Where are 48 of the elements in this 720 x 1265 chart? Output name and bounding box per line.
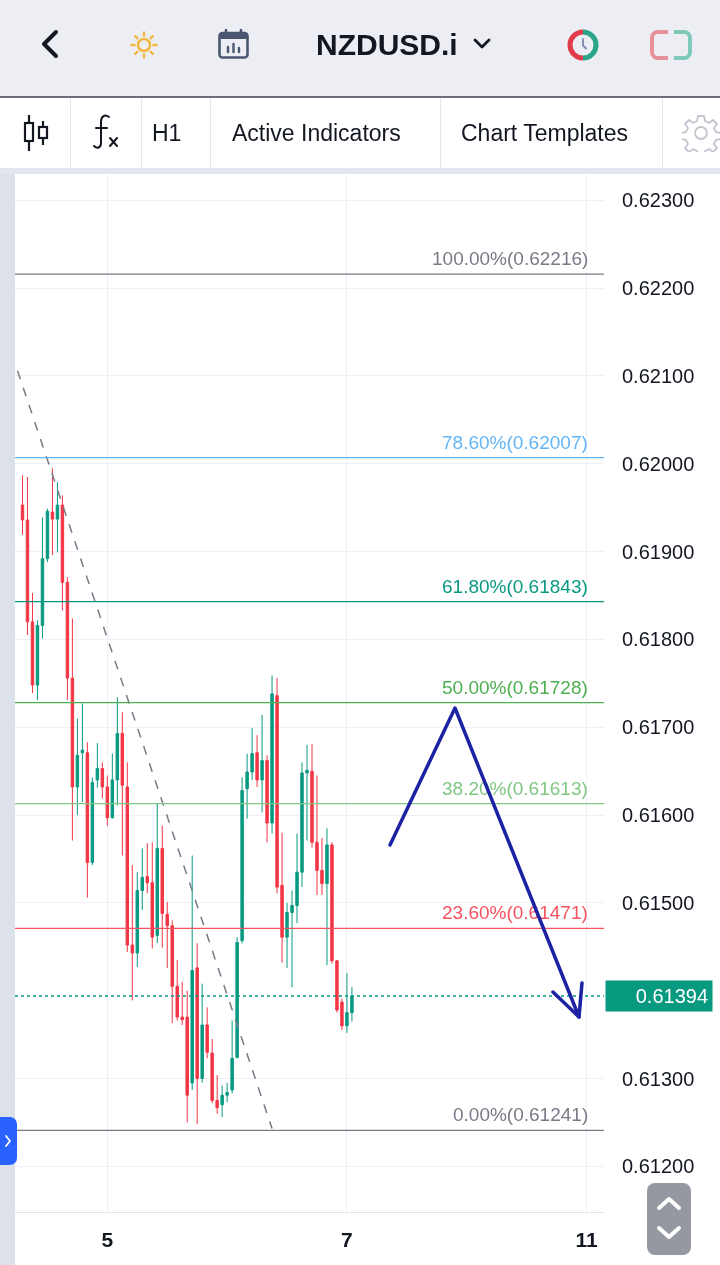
- y-tick-label: 0.62200: [622, 277, 695, 300]
- ref-line-label: 78.60%(0.62007): [442, 432, 588, 453]
- candlestick: [50, 467, 55, 556]
- chart-title: NZDUSD.i: [316, 27, 458, 63]
- ref-line-label: 0.00%(0.61241): [453, 1104, 589, 1125]
- candlestick: [30, 592, 35, 694]
- candlestick: [55, 481, 60, 553]
- candlestick: [230, 1020, 234, 1094]
- candlestick: [65, 576, 70, 701]
- candlestick: [85, 741, 90, 899]
- text: Active Indicators: [232, 119, 401, 148]
- y-tick-label: 0.62300: [622, 189, 695, 212]
- x-tick-label: 11: [575, 1228, 598, 1252]
- candlestick: [60, 494, 65, 611]
- y-tick-label: 0.62000: [622, 452, 695, 475]
- chart-subtitle: H1: [152, 119, 182, 148]
- candlestick: [270, 674, 274, 835]
- y-tick-label: 0.62100: [622, 364, 695, 387]
- candlestick: [20, 474, 25, 536]
- candlestick: [25, 476, 30, 636]
- y-tick-label: 0.61700: [622, 716, 695, 739]
- ref-line-label: 61.80%(0.61843): [442, 576, 588, 597]
- x-tick-label: 5: [101, 1228, 114, 1252]
- text: Chart Templates: [461, 119, 629, 148]
- ref-line-label: 50.00%(0.61728): [442, 677, 588, 698]
- candlestick: [35, 619, 40, 701]
- candlestick: [265, 754, 269, 843]
- candlestick: [255, 734, 259, 788]
- ref-line-label: 0.61394: [635, 985, 708, 1007]
- candlestick: [120, 711, 125, 856]
- candlestick: [70, 617, 75, 842]
- candlestick: [260, 714, 264, 813]
- candlestick: [240, 776, 244, 944]
- y-tick-label: 0.61600: [622, 804, 695, 827]
- candlestick: [195, 942, 199, 1125]
- candlestick: [75, 717, 80, 816]
- candlestick: [80, 703, 85, 803]
- y-tick-label: 0.61900: [622, 540, 695, 563]
- y-tick-label: 0.61800: [622, 628, 695, 651]
- y-tick-label: 0.61200: [622, 1155, 695, 1178]
- x-tick-label: 7: [341, 1228, 353, 1252]
- y-tick-label: 0.61500: [622, 891, 695, 914]
- ref-line-label: 100.00%(0.62216): [432, 248, 589, 269]
- candlestick: [160, 825, 164, 949]
- candlestick: [155, 803, 159, 944]
- candlestick: [325, 827, 329, 966]
- candlestick: [95, 742, 100, 789]
- y-tick-label: 0.61300: [622, 1067, 695, 1090]
